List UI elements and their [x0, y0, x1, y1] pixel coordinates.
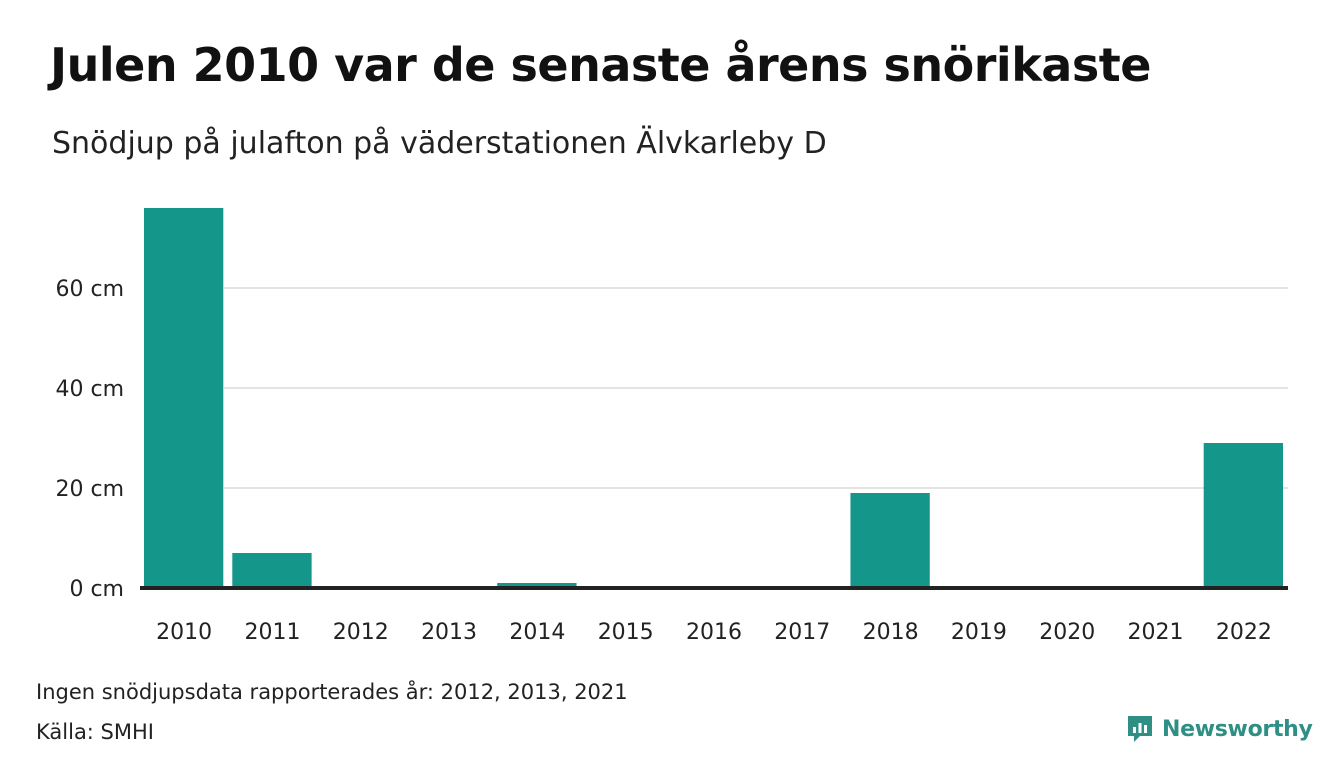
bar-2022 — [1203, 443, 1283, 588]
x-tick-label: 2021 — [1128, 620, 1184, 645]
missing-data-note: Ingen snödjupsdata rapporterades år: 201… — [36, 680, 628, 704]
chart-subtitle: Snödjup på julafton på väderstationen Äl… — [52, 126, 827, 161]
chart-title: Julen 2010 var de senaste årens snörikas… — [50, 38, 1151, 92]
x-tick-label: 2016 — [686, 620, 742, 645]
bar-2010 — [144, 208, 224, 588]
x-tick-label: 2019 — [951, 620, 1007, 645]
x-tick-label: 2012 — [333, 620, 389, 645]
x-tick-label: 2020 — [1039, 620, 1095, 645]
x-tick-label: 2010 — [156, 620, 212, 645]
axes: 0 cm 20 cm 40 cm 60 cm 2010 2011 2012 2013 2014 2… — [55, 277, 1288, 645]
brand-name: Newsworthy — [1162, 716, 1313, 742]
x-tick-label: 2013 — [421, 620, 477, 645]
y-tick-label: 40 cm — [55, 377, 124, 402]
y-tick-label: 20 cm — [55, 477, 124, 502]
grid-lines — [224, 287, 1288, 489]
y-tick-label: 0 cm — [69, 577, 124, 602]
bar-chart: 0 cm 20 cm 40 cm 60 cm 2010 2011 2012 2013 2014 2… — [55, 208, 1288, 645]
x-tick-label: 2011 — [244, 620, 300, 645]
x-tick-label: 2014 — [509, 620, 565, 645]
bar-2018 — [850, 493, 930, 588]
source-credit: Källa: SMHI — [36, 720, 154, 744]
y-tick-label: 60 cm — [55, 277, 124, 302]
x-tick-label: 2022 — [1216, 620, 1272, 645]
brand-logo: Newsworthy — [1126, 714, 1313, 744]
x-tick-label: 2017 — [774, 620, 830, 645]
bars — [144, 208, 1283, 588]
x-tick-label: 2015 — [598, 620, 654, 645]
x-tick-label: 2018 — [863, 620, 919, 645]
bar-2014 — [497, 583, 577, 588]
newsworthy-logo-icon — [1128, 716, 1152, 742]
bar-2011 — [232, 553, 312, 588]
